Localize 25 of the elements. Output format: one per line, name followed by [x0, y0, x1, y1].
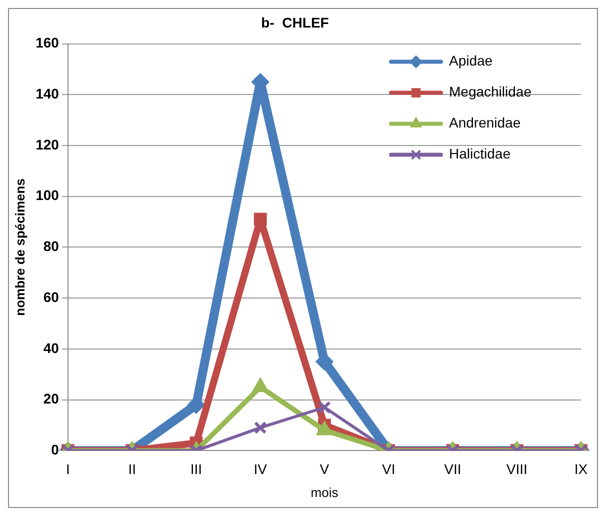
- x-tick-label: VIII: [506, 460, 528, 477]
- y-tick-label: 0: [51, 441, 60, 458]
- x-tick-label: VI: [382, 460, 396, 477]
- x-tick-label: II: [128, 460, 136, 477]
- x-tick-label: VII: [444, 460, 462, 477]
- x-axis-title: mois: [310, 484, 339, 500]
- x-tick-label: V: [320, 460, 330, 477]
- legend-label: Andrenidae: [449, 114, 521, 131]
- y-axis-title: nombre de spécimens: [12, 178, 28, 316]
- y-tick-label: 100: [36, 187, 60, 204]
- legend-label: Apidae: [449, 52, 493, 69]
- legend-label: Halictidae: [449, 146, 511, 162]
- y-tick-label: 140: [36, 86, 60, 102]
- y-tick-label: 40: [43, 340, 60, 356]
- y-tick-label: 80: [43, 238, 60, 254]
- y-tick-label: 160: [36, 34, 60, 51]
- y-tick-label: 20: [43, 390, 60, 407]
- x-tick-label: IV: [254, 460, 268, 477]
- x-tick-label: IX: [574, 460, 588, 477]
- legend-label: Megachilidae: [449, 84, 532, 100]
- chart-title: b- CHLEF: [261, 14, 330, 30]
- x-tick-label: III: [190, 460, 202, 477]
- y-tick-label: 60: [43, 288, 60, 305]
- x-tick-label: I: [66, 460, 70, 477]
- y-tick-label: 120: [36, 136, 60, 152]
